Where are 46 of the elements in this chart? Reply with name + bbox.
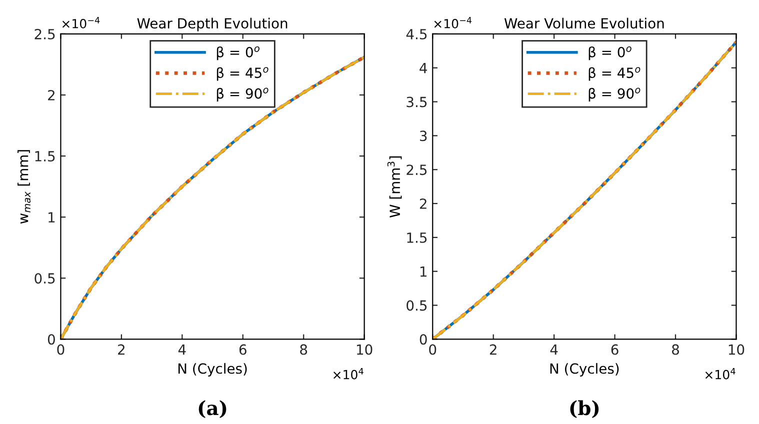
text: ×10$^{4}$ [334,368,364,380]
y-tick-label: 2.5 [406,164,427,176]
x-tick-label: 0 [57,344,64,355]
chart-title: Wear Depth Evolution [137,18,288,32]
text: ×10$^{−4}$ [62,17,100,28]
x-tick-label: 8 [300,344,308,355]
y-tick-label: 1.5 [407,232,427,243]
x-axis-title: N (Cycles) [550,363,619,376]
y-axis-title: W [mm$^{3}$] [387,156,402,218]
x-tick-label: 10 [357,344,372,355]
y-tick-label: 0.5 [406,300,427,311]
y-tick-label: 0 [48,334,55,345]
y-tick-label: 0 [420,334,427,345]
x-tick-label: 10 [728,344,744,355]
chart-title: Wear Volume Evolution [504,18,664,29]
legend-label: β = 45$^{o}$ [588,67,640,81]
legend-label: β = 90$^{o}$ [588,88,640,102]
legend-label: β = 45$^{o}$ [216,67,268,81]
x-tick-label: 0 [429,344,436,355]
y-tick-label: 2 [420,198,426,209]
text: (b) [570,400,599,418]
y-tick-label: 1.5 [35,151,55,162]
x-tick-label: 2 [118,344,124,355]
y-tick-label: 3.5 [406,96,427,108]
x-tick-label: 4 [178,344,186,355]
y-axis-title: w$_{max}$ [mm] [18,150,31,224]
legend-label: β = 0$^{o}$ [588,46,632,60]
x-axis-title: N (Cycles) [178,363,247,376]
y-tick-label: 4.5 [406,29,427,40]
y-tick-label: 0.5 [34,273,55,284]
y-tick-label: 1 [48,212,55,222]
x-tick-label: 8 [672,344,679,355]
y-tick-label: 4 [420,62,427,74]
text: ×10$^{4}$ [705,368,736,380]
x-tick-label: 2 [490,344,496,355]
text: ×10$^{−4}$ [434,17,472,28]
text: (a) [198,400,226,418]
y-tick-label: 2.5 [34,28,55,40]
y-tick-label: 3 [420,130,427,142]
y-tick-label: 1 [420,266,426,277]
x-tick-label: 6 [611,344,618,355]
legend-label: β = 0$^{o}$ [216,46,260,60]
x-tick-label: 6 [239,344,246,355]
legend-label: β = 90$^{o}$ [216,88,268,102]
y-tick-label: 2 [48,90,54,100]
x-tick-label: 4 [550,344,558,355]
